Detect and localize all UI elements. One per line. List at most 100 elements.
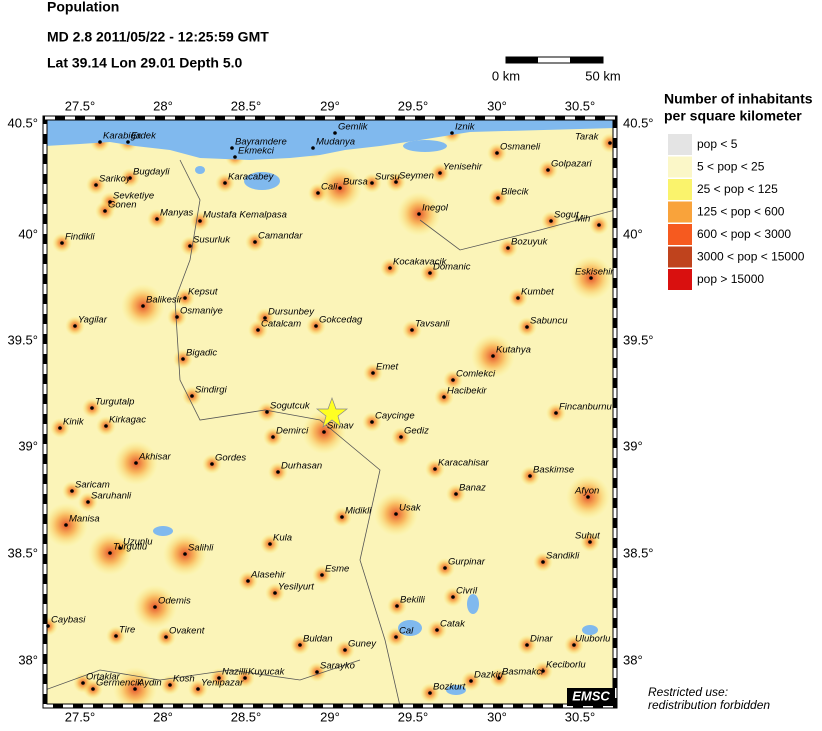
- city-label: Keciborlu: [546, 660, 586, 671]
- city-label: Salihli: [188, 543, 214, 554]
- legend-label: 25 < pop < 125: [697, 182, 778, 196]
- city-dot: [525, 325, 529, 329]
- city-dot: [276, 470, 280, 474]
- city-dot: [541, 669, 545, 673]
- scale-bar: 0 km 50 km: [492, 56, 621, 83]
- city-dot: [433, 467, 437, 471]
- city-dot: [525, 643, 529, 647]
- lon-label: 29.5°: [398, 709, 429, 724]
- city-dot: [108, 200, 112, 204]
- city-label: Erdek: [131, 131, 157, 142]
- city-label: Demirci: [276, 426, 309, 437]
- city-dot: [597, 223, 601, 227]
- city-dot: [168, 683, 172, 687]
- city-label: Buldan: [303, 634, 333, 645]
- city-label: Yagilar: [78, 315, 108, 326]
- city-label: Kosh: [173, 674, 195, 685]
- city-label: Saricam: [75, 480, 110, 491]
- city-label: Kinik: [63, 417, 85, 428]
- lon-label: 27.5°: [65, 98, 96, 113]
- city-label: Civril: [456, 586, 478, 597]
- city-dot: [256, 328, 260, 332]
- city-dot: [94, 183, 98, 187]
- lon-label: 30.5°: [565, 98, 596, 113]
- city-label: Susurluk: [193, 235, 231, 246]
- city-label: Bugdayli: [133, 167, 170, 178]
- city-label: Karacabey: [228, 172, 275, 183]
- city-label: Osmaneli: [500, 142, 541, 153]
- city-dot: [153, 605, 157, 609]
- city-dot: [495, 151, 499, 155]
- city-dot: [528, 474, 532, 478]
- city-dot: [210, 462, 214, 466]
- note: redistribution forbidden: [648, 698, 770, 712]
- city-dot: [91, 687, 95, 691]
- legend-label: 5 < pop < 25: [697, 160, 765, 174]
- city-dot: [133, 687, 137, 691]
- city-label: Manisa: [69, 514, 100, 525]
- city-dot: [60, 241, 64, 245]
- city-dot: [311, 146, 315, 150]
- city-dot: [516, 296, 520, 300]
- city-label: Germencik: [96, 678, 143, 689]
- city-label: Yenisehir: [443, 162, 483, 173]
- title: Population: [47, 0, 119, 15]
- city-label: Domanic: [433, 262, 471, 273]
- city-dot: [438, 171, 442, 175]
- city-dot: [435, 628, 439, 632]
- city-dot: [223, 181, 227, 185]
- location: Lat 39.14 Lon 29.01 Depth 5.0: [47, 55, 243, 71]
- city-dot: [134, 461, 138, 465]
- city-dot: [394, 180, 398, 184]
- city-dot: [428, 691, 432, 695]
- city-label: Banaz: [459, 483, 486, 494]
- city-dot: [81, 681, 85, 685]
- city-dot: [230, 146, 234, 150]
- city-label: Golpazari: [551, 159, 593, 170]
- city-label: Ovakent: [169, 626, 205, 637]
- city-label: Osmaniye: [180, 306, 223, 317]
- city-dot: [469, 679, 473, 683]
- lat-label: 39.5°: [7, 332, 38, 347]
- city-label: Yesilyurt: [278, 582, 314, 593]
- city-label: Cali: [321, 182, 338, 193]
- city-dot: [315, 670, 319, 674]
- city-dot: [46, 624, 50, 628]
- city-dot: [496, 196, 500, 200]
- city-dot: [338, 186, 342, 190]
- city-label: Bilecik: [501, 187, 530, 198]
- city-label: Suhut: [575, 531, 600, 542]
- legend-title: Number of inhabitants: [664, 91, 813, 107]
- lon-label: 30°: [487, 98, 507, 113]
- city-dot: [322, 430, 326, 434]
- city-dot: [155, 217, 159, 221]
- city-dot: [589, 276, 593, 280]
- city-label: Akhisar: [138, 452, 172, 463]
- city-dot: [183, 552, 187, 556]
- city-label: Odemis: [158, 596, 191, 607]
- city-label: Bekilli: [400, 595, 426, 606]
- city-label: Sindirgi: [195, 385, 228, 396]
- legend-label: 125 < pop < 600: [697, 205, 785, 219]
- city-label: Alasehir: [250, 570, 286, 581]
- city-dot: [243, 676, 247, 680]
- city-label: Tarak: [575, 132, 600, 143]
- city-label: Sursu: [375, 172, 401, 183]
- city-dot: [118, 546, 122, 550]
- legend-swatch: [668, 246, 692, 268]
- city-label: Eskisehir: [575, 267, 614, 278]
- city-label: Hacibekir: [447, 386, 487, 397]
- city-label: Cal: [399, 626, 414, 637]
- city-dot: [196, 687, 200, 691]
- city-dot: [316, 191, 320, 195]
- scale-start: 0 km: [492, 68, 520, 83]
- city-label: Bayramdere: [235, 137, 287, 148]
- city-dot: [320, 573, 324, 577]
- city-label: Gurpinar: [448, 557, 486, 568]
- city-dot: [370, 181, 374, 185]
- city-label: Durhasan: [281, 461, 322, 472]
- city-label: Nazilli: [222, 667, 248, 678]
- city-dot: [340, 515, 344, 519]
- lat-label: 38°: [18, 652, 38, 667]
- legend-swatch: [668, 156, 692, 178]
